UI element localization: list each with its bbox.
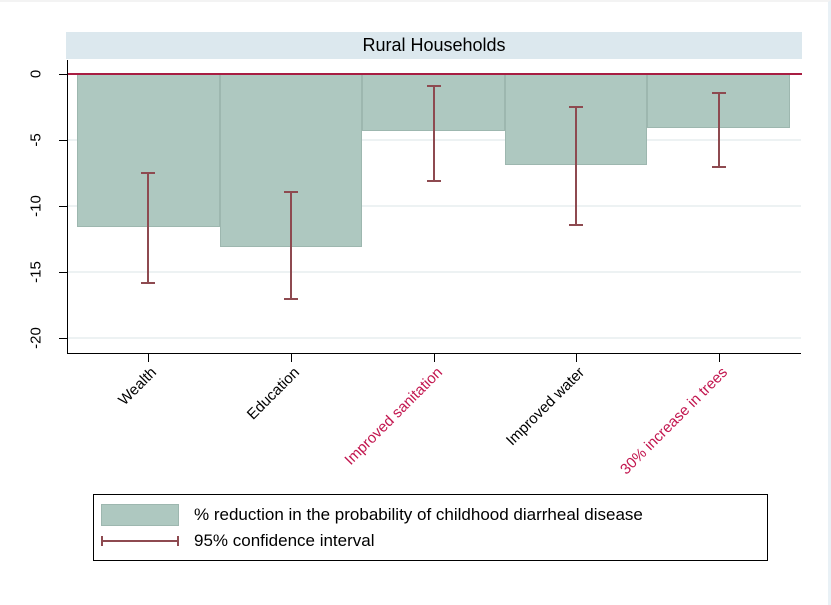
- ci-whisker: [141, 172, 156, 284]
- y-tick-label: 0: [27, 69, 45, 79]
- ci-legend-symbol: [101, 535, 179, 547]
- legend: % reduction in the probability of childh…: [93, 494, 768, 561]
- x-tick-mark: [576, 354, 577, 362]
- x-tick-mark: [434, 354, 435, 362]
- y-tick-label: -15: [27, 261, 45, 283]
- y-gridline: [68, 139, 801, 141]
- y-gridline: [68, 205, 801, 207]
- x-tick-mark: [719, 354, 720, 362]
- x-tick-mark: [148, 354, 149, 362]
- legend-row-bar: % reduction in the probability of childh…: [101, 504, 767, 526]
- y-tick-mark: [59, 272, 67, 273]
- x-category-label: 30% increase in trees: [616, 364, 732, 479]
- x-category-label: Improved water: [502, 364, 589, 450]
- ci-whisker: [426, 85, 441, 182]
- x-category-label: Education: [243, 364, 304, 424]
- y-gridline: [68, 271, 801, 273]
- chart-title: Rural Households: [66, 32, 802, 59]
- y-tick-mark: [59, 74, 67, 75]
- y-tick-label: -5: [27, 133, 45, 147]
- x-tick-mark: [291, 354, 292, 362]
- y-tick-mark: [59, 140, 67, 141]
- bar-legend-label: % reduction in the probability of childh…: [194, 505, 643, 524]
- y-tick-label: -10: [27, 195, 45, 217]
- bar-legend-swatch: [101, 504, 179, 526]
- legend-row-ci: 95% confidence interval: [101, 531, 767, 551]
- y-axis-line: [67, 60, 68, 354]
- ci-legend-label: 95% confidence interval: [194, 531, 375, 550]
- zero-line: [67, 73, 802, 75]
- ci-whisker: [283, 191, 298, 300]
- ci-whisker: [569, 106, 584, 226]
- y-tick-mark: [59, 206, 67, 207]
- x-category-label: Wealth: [115, 364, 161, 409]
- x-category-label: Improved sanitation: [341, 364, 447, 469]
- x-axis-line: [67, 353, 801, 354]
- ci-whisker: [711, 92, 726, 168]
- y-gridline: [68, 337, 801, 339]
- y-tick-label: -20: [27, 327, 45, 349]
- y-tick-mark: [59, 338, 67, 339]
